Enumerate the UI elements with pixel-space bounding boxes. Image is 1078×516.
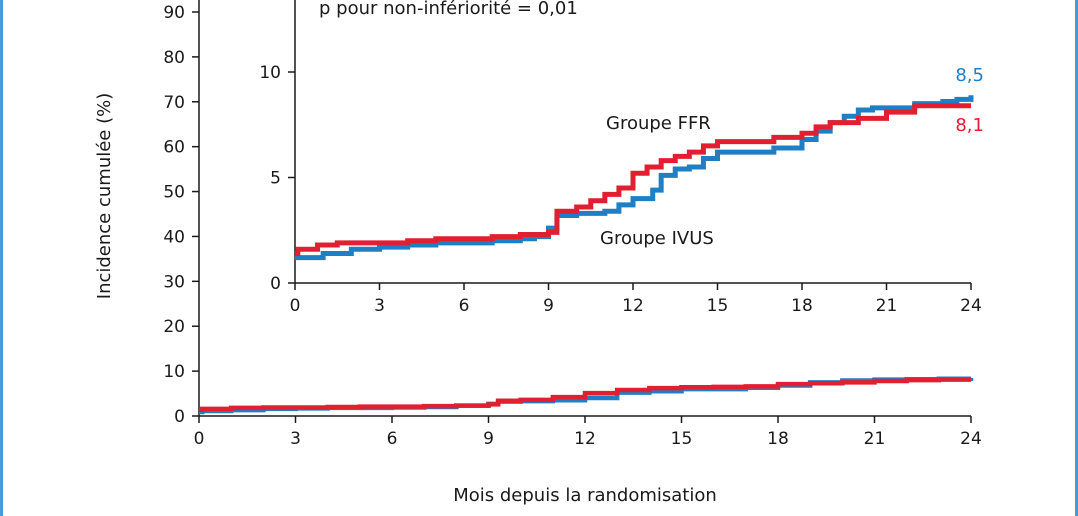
main-series-ffr-line [199, 377, 971, 412]
inset-x-tick-label: 15 [707, 296, 729, 316]
inset-x-tick-label: 3 [374, 296, 385, 316]
ffr-end-value: 8,1 [955, 115, 984, 136]
main-y-tick-label: 50 [163, 183, 185, 203]
main-x-tick-label: 21 [864, 429, 886, 449]
inset-x-tick-label: 6 [459, 296, 470, 316]
main-x-tick-label: 18 [767, 429, 789, 449]
inset-series-ffr-line [295, 103, 971, 256]
main-y-tick-label: 30 [163, 272, 185, 292]
main-x-tick-label: 12 [574, 429, 596, 449]
ivus-end-value: 8,5 [955, 65, 984, 86]
main-x-tick-label: 15 [671, 429, 693, 449]
x-axis-title: Mois depuis la randomisation [453, 485, 717, 506]
inset-y-tick-label: 0 [270, 274, 281, 294]
inset-series-ivus-line [295, 95, 974, 261]
main-y-tick-label: 40 [163, 227, 185, 247]
main-y-tick-label: 70 [163, 93, 185, 113]
main-x-tick-label: 3 [290, 429, 301, 449]
main-y-tick-label: 10 [163, 362, 185, 382]
main-x-tick-label: 9 [483, 429, 494, 449]
inset-x-tick-label: 21 [876, 296, 898, 316]
inset-x-tick-label: 9 [543, 296, 554, 316]
legend-label-ffr: Groupe FFR [606, 113, 711, 134]
main-y-tick-label: 80 [163, 48, 185, 68]
legend-label-ivus: Groupe IVUS [600, 228, 714, 249]
main-x-tick-label: 0 [194, 429, 205, 449]
y-axis-title: Incidence cumulée (%) [94, 93, 115, 299]
inset-y-tick-label: 10 [259, 63, 281, 83]
main-x-tick-label: 24 [960, 429, 982, 449]
inset-p-value: p pour non-infériorité = 0,01 [319, 0, 578, 19]
inset-x-tick-label: 18 [791, 296, 813, 316]
main-y-tick-label: 20 [163, 317, 185, 337]
main-x-tick-label: 6 [387, 429, 398, 449]
main-y-tick-label: 0 [174, 407, 185, 427]
inset-chart: 0 3 6 9 12 15 18 21 24 0 5 10 p pour non-infériorit… [259, 0, 984, 316]
inset-x-tick-label: 0 [290, 296, 301, 316]
inset-x-tick-label: 12 [622, 296, 644, 316]
main-y-tick-label: 60 [163, 138, 185, 158]
main-y-tick-label: 90 [163, 3, 185, 23]
inset-x-tick-label: 24 [960, 296, 982, 316]
inset-y-tick-label: 5 [270, 169, 281, 189]
